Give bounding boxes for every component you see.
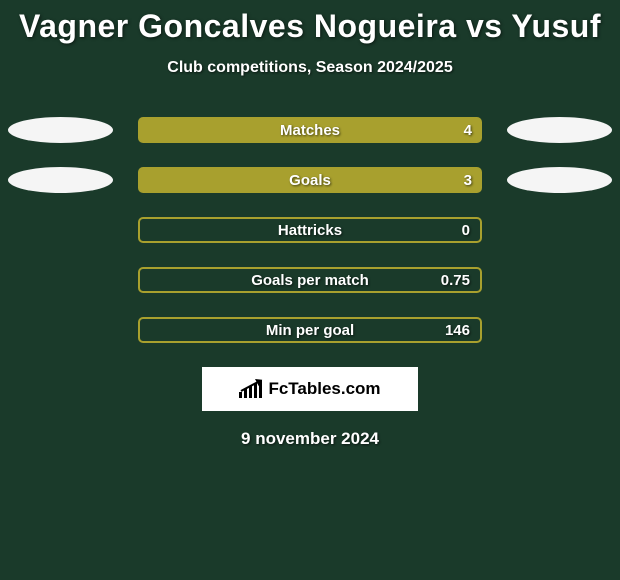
- season-subtitle: Club competitions, Season 2024/2025: [0, 59, 620, 77]
- player1-ellipse: [8, 267, 113, 293]
- stat-row-matches: Matches 4: [0, 117, 620, 143]
- stat-value: 4: [464, 122, 472, 139]
- stat-bar: Goals per match 0.75: [138, 267, 482, 293]
- stat-label: Hattricks: [278, 222, 342, 239]
- stat-value: 3: [464, 172, 472, 189]
- player2-ellipse: [507, 267, 612, 293]
- player2-ellipse: [507, 217, 612, 243]
- comparison-title: Vagner Goncalves Nogueira vs Yusuf: [0, 0, 620, 45]
- stat-bar: Matches 4: [138, 117, 482, 143]
- stat-value: 0: [462, 222, 470, 239]
- stat-row-goals-per-match: Goals per match 0.75: [0, 267, 620, 293]
- stat-row-min-per-goal: Min per goal 146: [0, 317, 620, 343]
- stats-rows: Matches 4 Goals 3 Hattricks 0 Goals per …: [0, 117, 620, 343]
- player1-ellipse: [8, 167, 113, 193]
- fctables-logo[interactable]: FcTables.com: [202, 367, 418, 411]
- stat-row-hattricks: Hattricks 0: [0, 217, 620, 243]
- player1-ellipse: [8, 117, 113, 143]
- snapshot-date: 9 november 2024: [0, 429, 620, 449]
- logo-content: FcTables.com: [239, 379, 380, 399]
- player1-ellipse: [8, 317, 113, 343]
- stat-value: 146: [445, 322, 470, 339]
- player1-ellipse: [8, 217, 113, 243]
- stat-label: Goals: [289, 172, 331, 189]
- stat-bar: Min per goal 146: [138, 317, 482, 343]
- stat-bar: Hattricks 0: [138, 217, 482, 243]
- player2-ellipse: [507, 317, 612, 343]
- player2-ellipse: [507, 167, 612, 193]
- stat-bar: Goals 3: [138, 167, 482, 193]
- logo-text: FcTables.com: [268, 379, 380, 399]
- stat-label: Min per goal: [266, 322, 354, 339]
- player2-ellipse: [507, 117, 612, 143]
- stat-label: Goals per match: [251, 272, 369, 289]
- stat-value: 0.75: [441, 272, 470, 289]
- stat-label: Matches: [280, 122, 340, 139]
- stat-row-goals: Goals 3: [0, 167, 620, 193]
- bar-chart-icon: [239, 380, 264, 398]
